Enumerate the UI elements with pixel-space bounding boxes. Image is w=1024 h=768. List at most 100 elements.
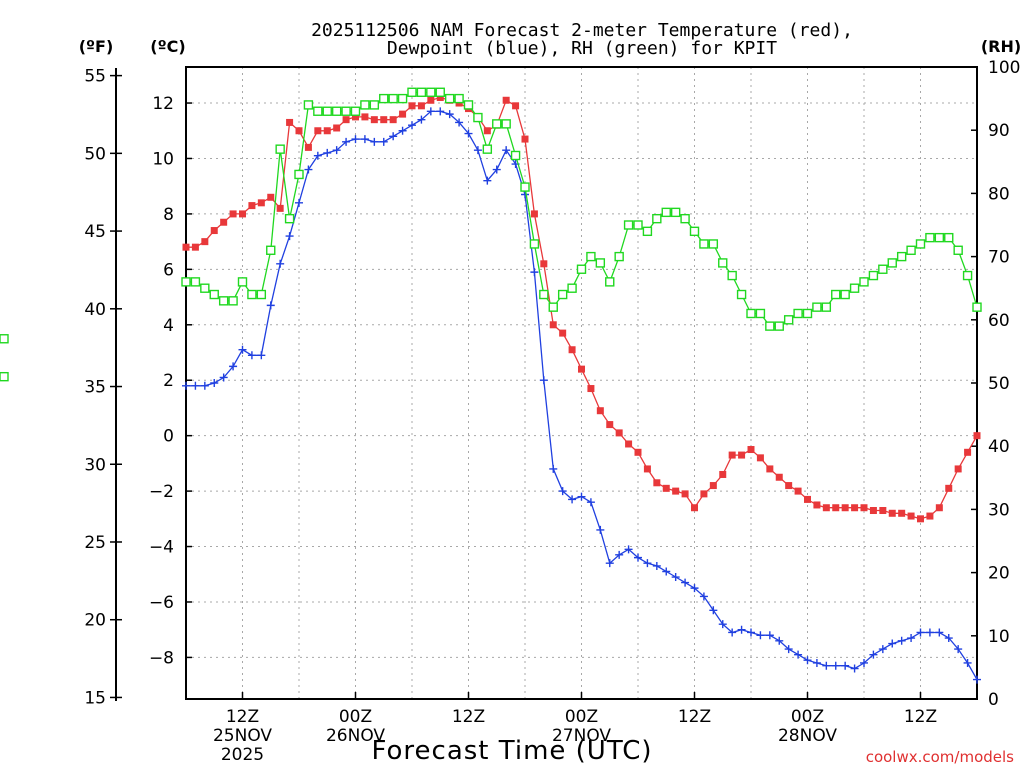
credit-text: coolwx.com/models: [866, 748, 1014, 766]
dewpoint-point: [436, 107, 445, 116]
relative-humidity-point: [605, 277, 615, 287]
dewpoint-point: [398, 126, 407, 135]
dewpoint-line: [186, 110, 978, 680]
2-meter-temperature-point: [973, 432, 981, 440]
relative-humidity-point: [633, 220, 643, 230]
celsius-tick-label: 0: [163, 427, 174, 447]
rh-tick-label: 0: [988, 690, 999, 710]
2-meter-temperature-point: [286, 118, 294, 126]
dewpoint-point: [426, 107, 435, 116]
2-meter-temperature-point: [549, 321, 557, 329]
2-meter-temperature-point: [860, 504, 868, 512]
x-tick-time-label: 12Z: [904, 707, 937, 727]
2-meter-temperature-point: [436, 93, 444, 101]
relative-humidity-point: [0, 334, 9, 344]
dewpoint-point: [586, 498, 595, 507]
dewpoint-point: [662, 567, 671, 576]
dewpoint-point: [869, 650, 878, 659]
dewpoint-point: [200, 381, 209, 390]
dewpoint-point: [285, 232, 294, 241]
relative-humidity-point: [190, 277, 201, 287]
dewpoint-point: [530, 268, 539, 277]
relative-humidity-point: [576, 264, 587, 274]
2-meter-temperature-point: [775, 473, 783, 481]
2-meter-temperature-point: [907, 512, 915, 520]
2-meter-temperature-point: [841, 504, 849, 512]
relative-humidity-point: [614, 251, 624, 262]
2-meter-temperature-point: [530, 210, 538, 218]
dewpoint-point: [925, 628, 934, 637]
relative-humidity-point: [859, 277, 869, 287]
dewpoint-point: [794, 650, 803, 659]
dewpoint-point: [624, 545, 633, 554]
relative-humidity-point: [812, 302, 822, 312]
2-meter-temperature-point: [568, 346, 576, 354]
dewpoint-point: [643, 559, 652, 568]
x-tick-time-label: 12Z: [678, 707, 711, 727]
2-meter-temperature-point: [926, 512, 934, 520]
2-meter-temperature-point: [389, 116, 397, 124]
x-tick-date-label: 25NOV: [213, 726, 272, 746]
relative-humidity-point: [228, 296, 238, 306]
relative-humidity-point: [247, 289, 257, 300]
relative-humidity-point: [539, 289, 549, 300]
rh-tick-label: 40: [988, 437, 1010, 457]
plot-frame: [185, 66, 978, 700]
2-meter-temperature-point: [314, 127, 322, 135]
x-tick-year-label: 2025: [221, 745, 264, 765]
fahrenheit-tick-label: 30: [84, 455, 106, 475]
dewpoint-point: [229, 362, 238, 371]
dewpoint-point: [973, 675, 981, 684]
fahrenheit-tick-label: 25: [84, 533, 106, 553]
relative-humidity-point: [586, 251, 596, 262]
dewpoint-point: [737, 625, 746, 634]
2-meter-temperature-point: [851, 504, 859, 512]
relative-humidity-point: [510, 150, 521, 161]
2-meter-temperature-point: [832, 504, 840, 512]
2-meter-temperature-point: [229, 210, 237, 218]
x-tick-time-label: 00Z: [339, 707, 372, 727]
relative-humidity-point: [237, 277, 248, 287]
dewpoint-point: [812, 658, 821, 667]
relative-humidity-point: [953, 245, 963, 255]
dewpoint-point: [332, 146, 341, 155]
2-meter-temperature-point: [662, 484, 670, 492]
relative-humidity-point: [218, 296, 229, 306]
fahrenheit-tick-label: 50: [84, 144, 106, 164]
dewpoint-point: [671, 573, 680, 582]
celsius-tick-label: 6: [163, 260, 174, 280]
2-meter-temperature-point: [408, 102, 416, 110]
rh-tick-label: 30: [988, 500, 1010, 520]
relative-humidity-point: [379, 93, 389, 104]
fahrenheit-tick-label: 55: [84, 67, 106, 87]
relative-humidity-point: [661, 207, 671, 218]
dewpoint-point: [728, 628, 737, 637]
x-axis-title: Forecast Time (UTC): [371, 736, 652, 766]
2-meter-temperature-point: [239, 210, 246, 218]
2-meter-temperature-point: [559, 329, 567, 337]
celsius-tick-label: 2: [163, 371, 174, 391]
celsius-tick-label: −6: [149, 593, 174, 613]
dewpoint-point: [954, 645, 963, 654]
2-meter-temperature-point: [220, 218, 228, 226]
relative-humidity-point: [266, 245, 276, 255]
2-meter-temperature-point: [596, 407, 604, 415]
series-layer: [0, 87, 982, 684]
dewpoint-point: [210, 379, 219, 387]
relative-humidity-point: [181, 277, 191, 287]
dewpoint-point: [389, 132, 398, 141]
dewpoint-point: [765, 631, 774, 640]
fahrenheit-tick-label: 40: [84, 300, 106, 320]
2-meter-temperature-point: [380, 116, 388, 124]
2-meter-temperature-point: [700, 490, 708, 498]
relative-humidity-point: [200, 283, 210, 293]
relative-humidity-point: [623, 220, 634, 230]
x-tick-date-label: 27NOV: [552, 726, 611, 746]
dewpoint-point: [756, 631, 765, 640]
relative-humidity-point: [426, 87, 436, 97]
dewpoint-point: [464, 129, 473, 138]
2-meter-temperature-point: [483, 127, 491, 135]
relative-humidity-point: [209, 289, 219, 300]
relative-humidity-point: [972, 302, 982, 312]
